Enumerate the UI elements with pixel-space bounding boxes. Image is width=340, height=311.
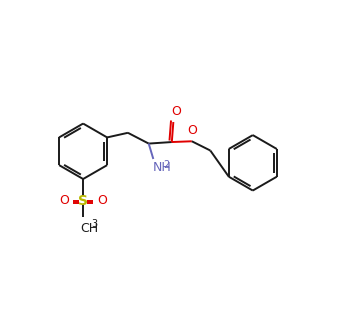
Text: S: S <box>78 193 88 207</box>
Text: CH: CH <box>80 222 98 235</box>
Text: 3: 3 <box>91 219 97 229</box>
Text: NH: NH <box>153 161 171 174</box>
Text: O: O <box>59 194 69 207</box>
Text: O: O <box>98 194 107 207</box>
Text: 2: 2 <box>163 160 170 170</box>
Text: O: O <box>187 124 197 137</box>
Text: O: O <box>171 105 181 118</box>
